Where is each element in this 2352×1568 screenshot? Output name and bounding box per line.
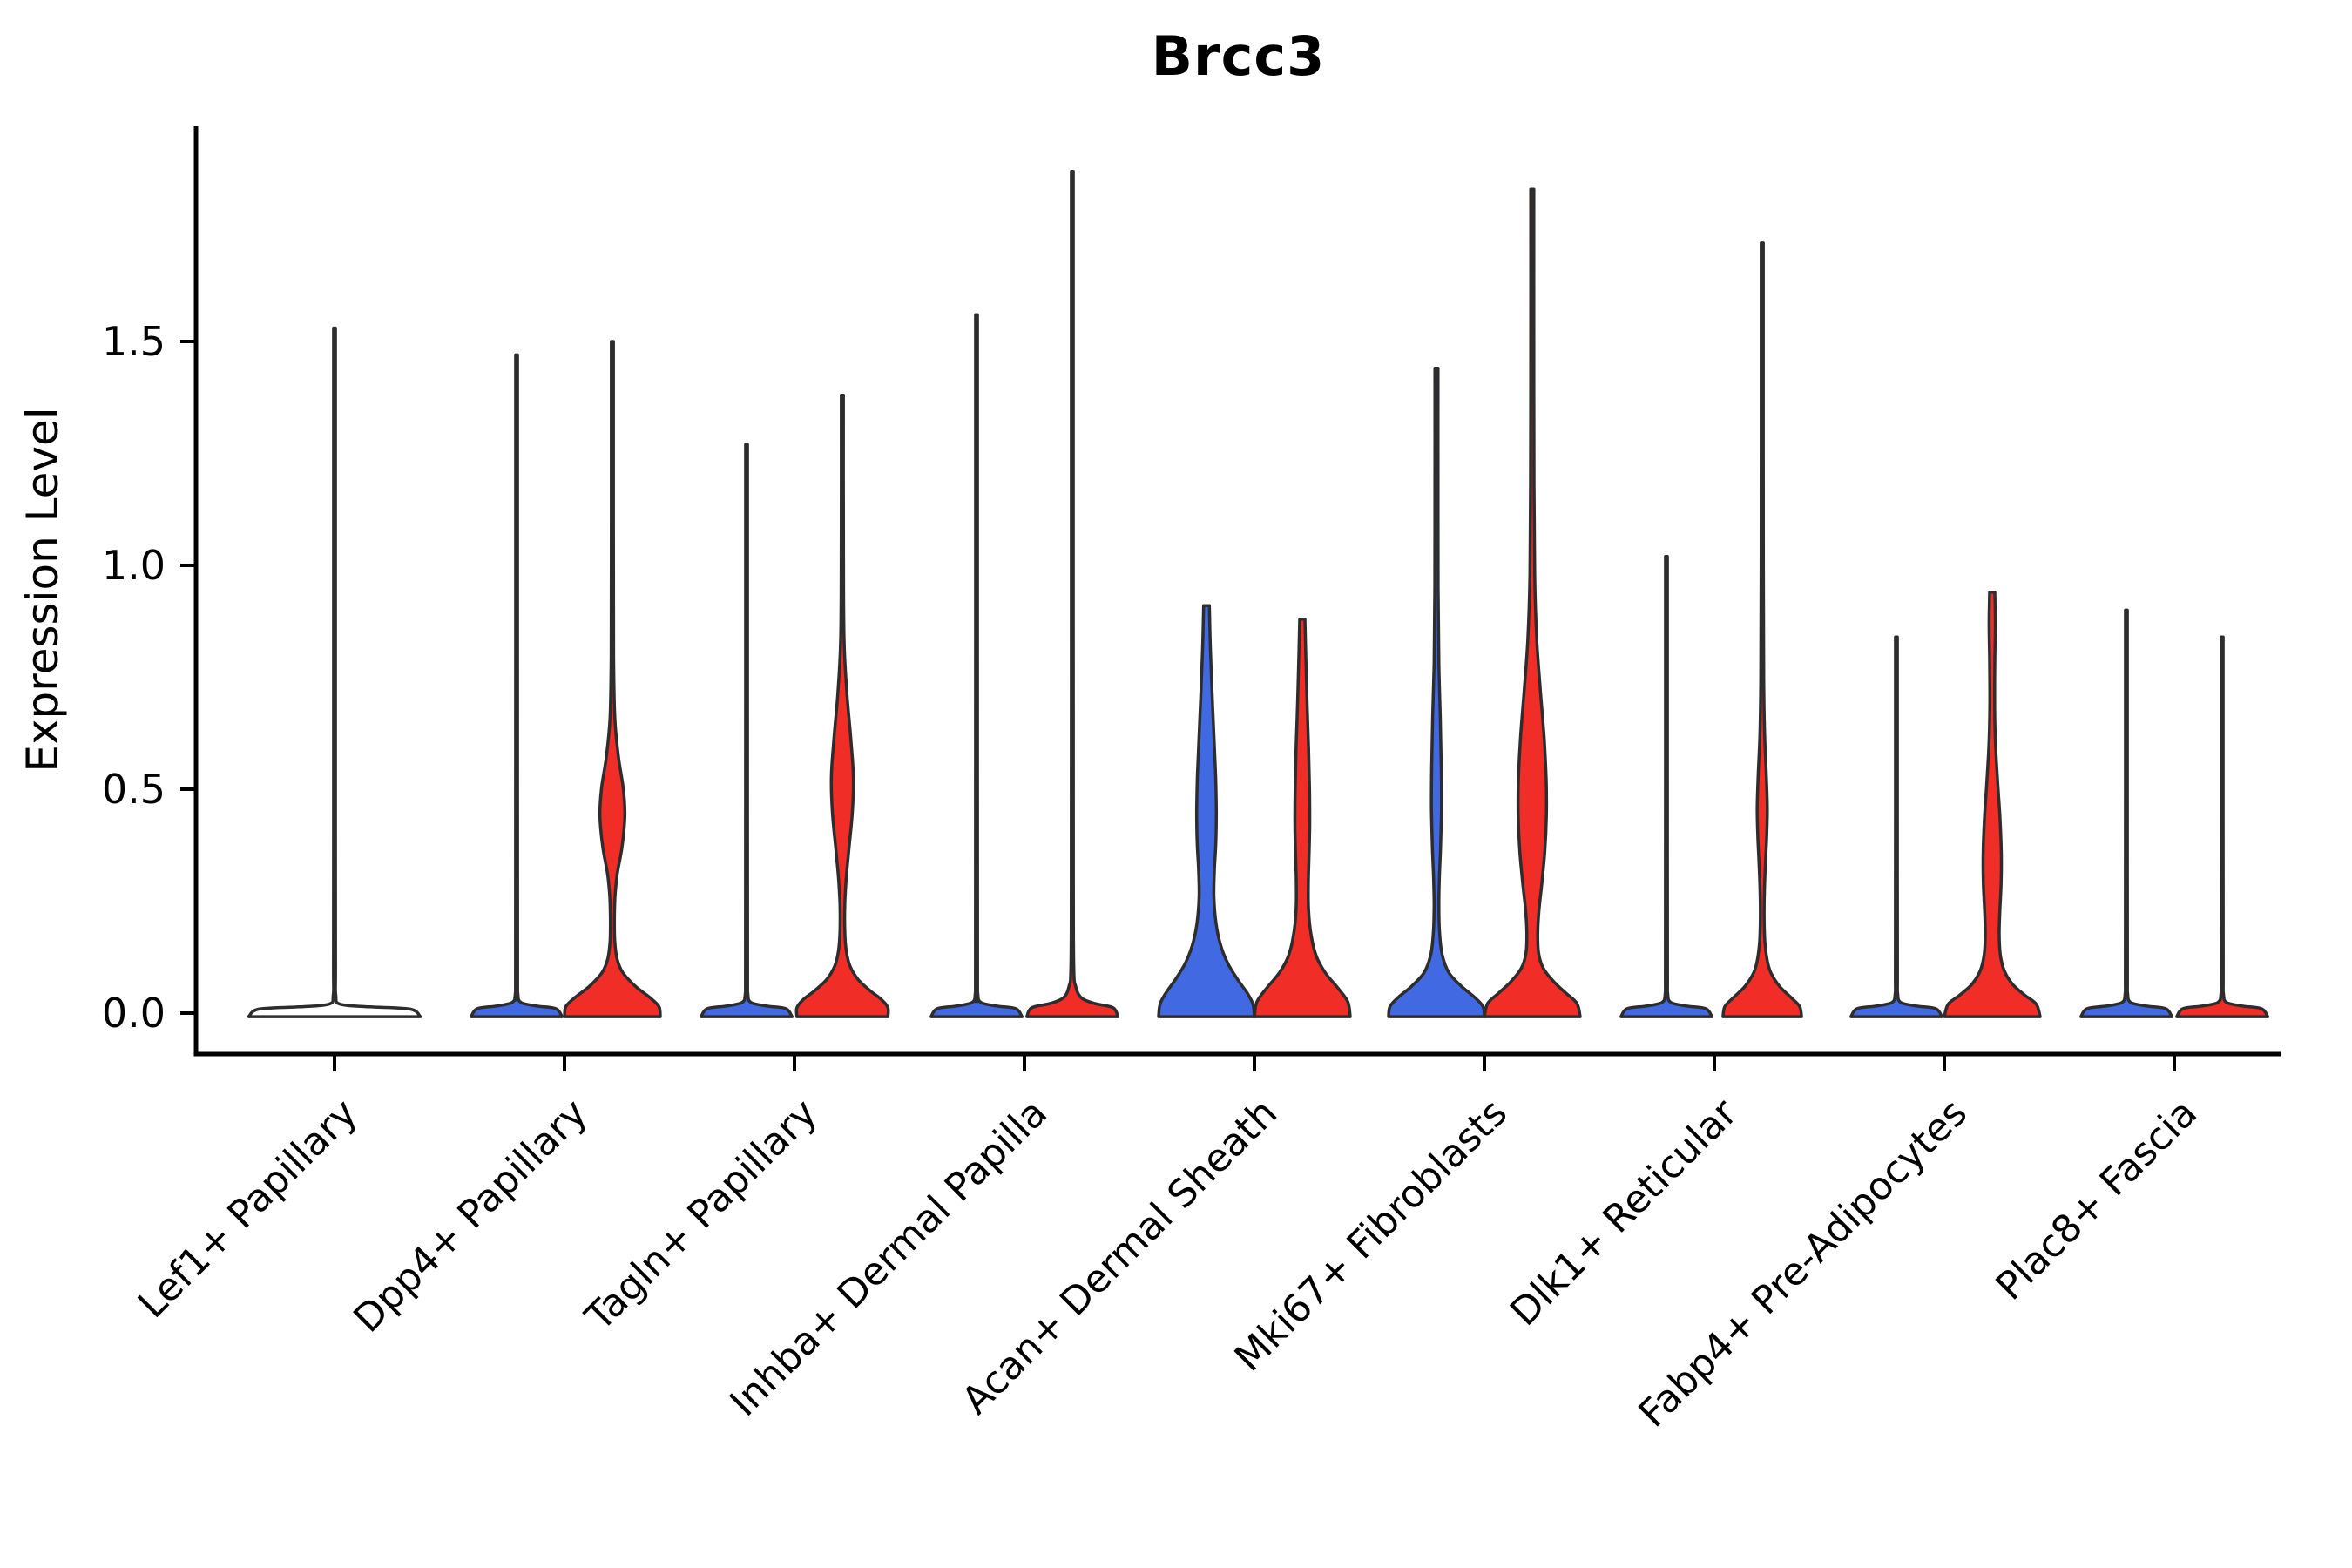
violin-plac8-left	[2079, 608, 2174, 1018]
violin-inhba-left	[929, 313, 1024, 1018]
y-tick-label-1p0: 1.0	[101, 542, 166, 589]
violin-acan-left	[1157, 604, 1256, 1018]
violin-tagln-left	[700, 443, 794, 1018]
violin-fabp4-left	[1849, 635, 1944, 1018]
y-tick-label-0p5: 0.5	[101, 766, 166, 813]
violin-tagln-right	[794, 393, 890, 1018]
violin-fabp4-right	[1943, 591, 2042, 1018]
violin-acan-right	[1253, 617, 1352, 1018]
violin-dlk1-left	[1619, 554, 1714, 1018]
y-tick-label-0p0: 0.0	[101, 990, 166, 1037]
violin-dlk1-right	[1721, 241, 1803, 1018]
y-tick-label-1p5: 1.5	[101, 318, 166, 365]
violin-lef1-center	[247, 326, 422, 1018]
violin-dpp4-right	[563, 340, 662, 1018]
chart-title: Brcc3	[1151, 24, 1326, 88]
violin-dpp4-left	[470, 353, 564, 1018]
violin-inhba-right	[1025, 169, 1120, 1018]
violin-mki67-right	[1483, 187, 1582, 1018]
violin-mki67-left	[1387, 367, 1486, 1018]
violin-plac8-right	[2175, 635, 2270, 1018]
